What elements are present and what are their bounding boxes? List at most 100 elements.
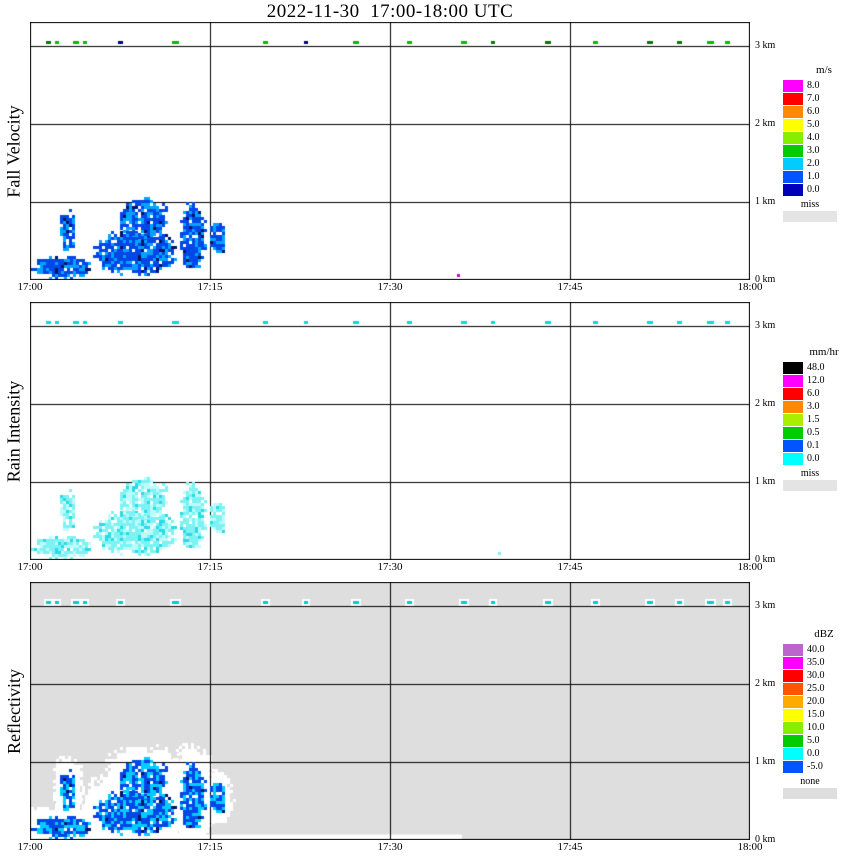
legend-color-swatch	[783, 105, 803, 118]
legend-label: 0.1	[807, 439, 820, 451]
legend-label: 4.0	[807, 131, 820, 143]
legend-color-swatch	[783, 734, 803, 747]
y-tick-label: 0 km	[755, 274, 776, 285]
y-tick-label: 2 km	[755, 398, 776, 409]
legend-entry: 2.0	[783, 157, 850, 170]
x-tick-label: 17:45	[557, 561, 583, 573]
legend-color-swatch	[783, 400, 803, 413]
legend-missing-swatch	[783, 788, 837, 799]
legend-label: 8.0	[807, 79, 820, 91]
x-tick-label: 18:00	[737, 561, 763, 573]
legend-label: 2.0	[807, 157, 820, 169]
legend-entry: 3.0	[783, 400, 850, 413]
legend-label: 0.0	[807, 452, 820, 464]
legend-color-swatch	[783, 170, 803, 183]
legend-label: 25.0	[807, 682, 825, 694]
x-tick-label: 17:00	[17, 841, 43, 853]
legend-label: 0.0	[807, 183, 820, 195]
legend-color-swatch	[783, 426, 803, 439]
legend-entry: 25.0	[783, 682, 850, 695]
ylabel-text: Rain Intensity	[3, 380, 24, 482]
legend-color-swatch	[783, 387, 803, 400]
legend-rain-intensity: mm/hr 48.0 12.0 6.0 3.0 1.5 0.5 0.1 0.0 miss	[783, 346, 850, 491]
legend-color-swatch	[783, 183, 803, 196]
legend-color-swatch	[783, 452, 803, 465]
legend-label: 6.0	[807, 387, 820, 399]
y-tick-label: 2 km	[755, 678, 776, 689]
legend-color-swatch	[783, 708, 803, 721]
legend-entry: 30.0	[783, 669, 850, 682]
x-tick-label: 17:30	[377, 281, 403, 293]
legend-entry: 5.0	[783, 118, 850, 131]
legend-entry: 6.0	[783, 387, 850, 400]
legend-entry: 48.0	[783, 361, 850, 374]
plot-canvas-rain-intensity	[30, 302, 750, 560]
legend-entry: 0.1	[783, 439, 850, 452]
legend-color-swatch	[783, 144, 803, 157]
legend-missing-label: none	[800, 776, 820, 787]
legend-missing-label: miss	[800, 468, 820, 479]
x-tick-label: 18:00	[737, 281, 763, 293]
legend-color-swatch	[783, 118, 803, 131]
legend-color-swatch	[783, 721, 803, 734]
legend-label: 15.0	[807, 708, 825, 720]
legend-label: 10.0	[807, 721, 825, 733]
legend-color-swatch	[783, 361, 803, 374]
legend-color-swatch	[783, 92, 803, 105]
legend-entry: 5.0	[783, 734, 850, 747]
legend-label: 40.0	[807, 643, 825, 655]
ylabel-text: Reflectivity	[3, 668, 24, 754]
y-tick-label: 1 km	[755, 476, 776, 487]
legend-entry: 6.0	[783, 105, 850, 118]
x-tick-label: 18:00	[737, 841, 763, 853]
legend-entry: 1.5	[783, 413, 850, 426]
legend-entry: 0.0	[783, 747, 850, 760]
legend-label: 1.0	[807, 170, 820, 182]
x-tick-label: 17:15	[197, 841, 223, 853]
legend-unit: mm/hr	[809, 346, 839, 358]
y-tick-label: 3 km	[755, 40, 776, 51]
legend-label: 5.0	[807, 734, 820, 746]
x-tick-label: 17:15	[197, 281, 223, 293]
legend-entry: 10.0	[783, 721, 850, 734]
legend-color-swatch	[783, 656, 803, 669]
plot-canvas-reflectivity	[30, 582, 750, 840]
legend-color-swatch	[783, 79, 803, 92]
legend-label: 3.0	[807, 400, 820, 412]
legend-unit: m/s	[816, 64, 832, 76]
legend-color-swatch	[783, 747, 803, 760]
legend-color-swatch	[783, 131, 803, 144]
ylabel-text: Fall Velocity	[3, 104, 24, 198]
x-tick-label: 17:30	[377, 841, 403, 853]
legend-entry: 15.0	[783, 708, 850, 721]
legend-label: 0.0	[807, 747, 820, 759]
legend-entry: 3.0	[783, 144, 850, 157]
y-tick-label: 2 km	[755, 118, 776, 129]
legend-label: 20.0	[807, 695, 825, 707]
legend-entry: 0.0	[783, 452, 850, 465]
x-tick-label: 17:45	[557, 281, 583, 293]
y-tick-label: 3 km	[755, 600, 776, 611]
figure-title: 2022-11-30 17:00-18:00 UTC	[266, 1, 514, 22]
legend-entry: 7.0	[783, 92, 850, 105]
legend-label: 48.0	[807, 361, 825, 373]
x-tick-label: 17:00	[17, 281, 43, 293]
legend-label: 35.0	[807, 656, 825, 668]
y-tick-label: 1 km	[755, 756, 776, 767]
legend-entry: 8.0	[783, 79, 850, 92]
legend-color-swatch	[783, 643, 803, 656]
legend-entry: -5.0	[783, 760, 850, 773]
legend-entry: 20.0	[783, 695, 850, 708]
ylabel-rain-intensity: Rain Intensity	[0, 302, 28, 560]
legend-label: 5.0	[807, 118, 820, 130]
legend-color-swatch	[783, 413, 803, 426]
legend-color-swatch	[783, 682, 803, 695]
legend-label: 3.0	[807, 144, 820, 156]
legend-entry: 35.0	[783, 656, 850, 669]
legend-reflectivity: dBZ 40.0 35.0 30.0 25.0 20.0 15.0 10.0 5.0 0.0 -5.…	[783, 628, 850, 799]
legend-label: 1.5	[807, 413, 820, 425]
legend-entry: 4.0	[783, 131, 850, 144]
plot-canvas-fall-velocity	[30, 22, 750, 280]
legend-label: -5.0	[807, 760, 823, 772]
legend-fall-velocity: m/s 8.0 7.0 6.0 5.0 4.0 3.0 2.0 1.0 0.0 miss	[783, 64, 850, 222]
